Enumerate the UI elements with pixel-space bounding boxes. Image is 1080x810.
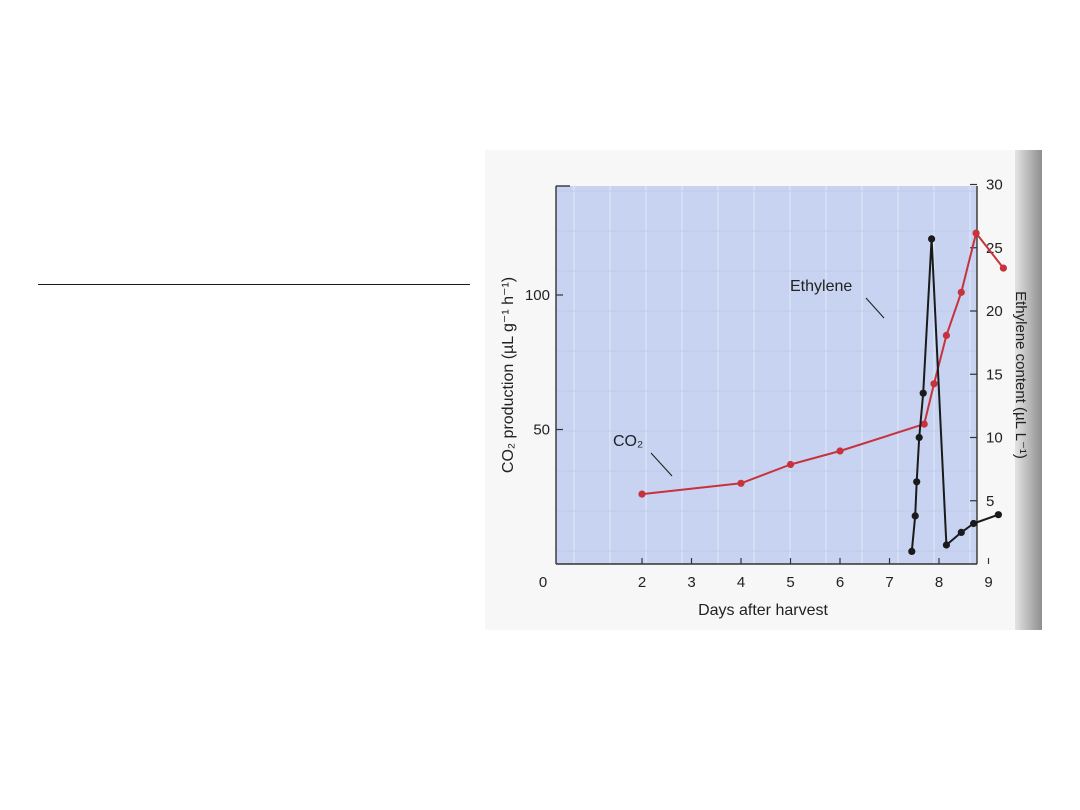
- x-tick-label-6: 6: [836, 574, 844, 591]
- x-tick-label-2: 2: [638, 574, 646, 591]
- co2-leader-line: [650, 452, 673, 477]
- y2-tick-label-15: 15: [986, 366, 1003, 383]
- x-tick-label-4: 4: [737, 574, 745, 591]
- data-point-co2-0: [638, 490, 646, 498]
- x-tick-label-5: 5: [786, 574, 794, 591]
- x-tick-label-3: 3: [687, 574, 695, 591]
- co2-annotation-label: CO₂: [613, 433, 643, 450]
- y2-tick-label-5: 5: [986, 493, 994, 510]
- data-point-ethylene-6: [942, 541, 951, 549]
- data-point-co2-8: [972, 229, 980, 237]
- data-point-co2-7: [957, 288, 965, 296]
- y-tick-label-100: 100: [525, 287, 550, 304]
- data-point-ethylene-3: [915, 433, 923, 442]
- data-point-ethylene-5: [928, 235, 936, 243]
- y-axis-label-left: CO₂ production (µL g⁻¹ h⁻¹): [500, 277, 517, 473]
- data-point-ethylene-9: [994, 511, 1003, 519]
- y-axis-label-right: Ethylene content (µL L⁻¹): [1012, 291, 1029, 459]
- data-point-ethylene-1: [911, 512, 919, 520]
- page-binding-shadow: [1015, 150, 1042, 630]
- ethylene-annotation-label: Ethylene: [790, 278, 852, 295]
- data-point-co2-6: [942, 331, 951, 339]
- series-line-ethylene: [910, 237, 999, 552]
- data-point-co2-1: [737, 479, 745, 487]
- data-point-ethylene-0: [908, 547, 916, 556]
- y2-tick-label-30: 30: [986, 177, 1003, 194]
- data-point-co2-5: [930, 380, 938, 388]
- x-axis-label: Days after harvest: [698, 602, 828, 619]
- y2-tick-label-10: 10: [986, 430, 1003, 447]
- x-tick-label-0: 0: [539, 574, 547, 591]
- data-point-co2-9: [999, 264, 1008, 272]
- data-point-co2-3: [836, 447, 844, 455]
- data-point-ethylene-7: [957, 528, 965, 537]
- series-line-co2: [641, 232, 1005, 496]
- series-group: [638, 229, 1008, 556]
- data-point-ethylene-4: [919, 389, 927, 397]
- annotations: Ethylene CO₂: [613, 278, 885, 477]
- data-point-ethylene-8: [970, 519, 978, 528]
- ethylene-leader-line: [865, 297, 885, 319]
- data-point-co2-2: [786, 460, 795, 469]
- slide-divider-line: [38, 284, 470, 285]
- y2-tick-label-20: 20: [986, 303, 1003, 320]
- x-tick-label-7: 7: [885, 574, 893, 591]
- x-tick-label-9: 9: [984, 574, 992, 591]
- data-point-ethylene-2: [913, 478, 921, 486]
- data-point-co2-4: [920, 420, 928, 428]
- plot-area: [556, 186, 977, 564]
- x-tick-label-8: 8: [935, 574, 943, 591]
- y-tick-label-50: 50: [533, 422, 550, 439]
- tick-marks: [556, 183, 990, 564]
